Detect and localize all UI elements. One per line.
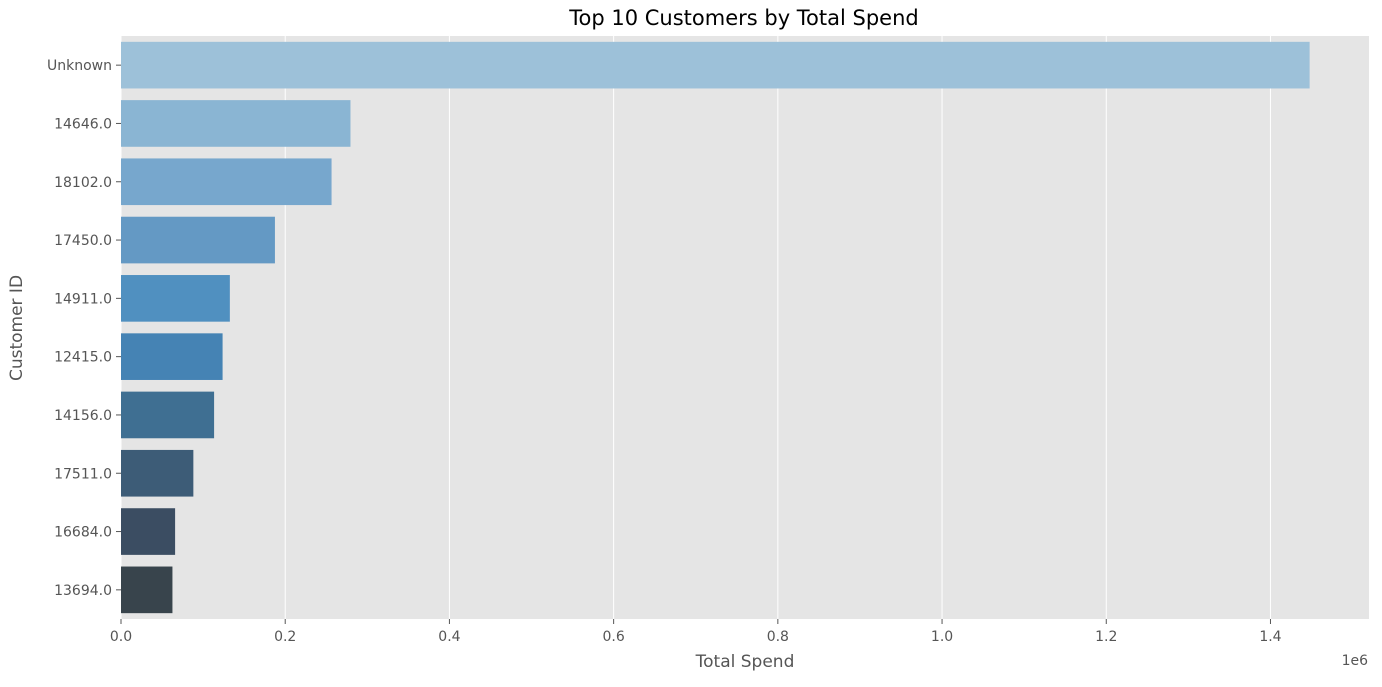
bar <box>121 100 351 147</box>
bar <box>121 566 173 614</box>
y-tick-label: 14156.0 <box>54 408 112 424</box>
x-axis-offset-label: 1e6 <box>1342 653 1369 669</box>
x-tick-label: 0.2 <box>274 629 296 645</box>
bar <box>121 449 194 497</box>
y-tick-label: 16684.0 <box>54 525 112 541</box>
bar <box>121 391 215 439</box>
y-tick-label: 13694.0 <box>54 583 112 599</box>
x-tick-label: 1.4 <box>1259 629 1281 645</box>
y-tick-label: 17511.0 <box>54 466 112 482</box>
x-tick-label: 0.8 <box>767 629 789 645</box>
y-axis-ticks: Unknown 14646.0 18102.0 17450.0 14911.0 12415… <box>47 58 121 599</box>
x-tick-label: 1.0 <box>931 629 953 645</box>
y-tick-label: Unknown <box>47 58 112 74</box>
y-tick-label: 14646.0 <box>54 116 112 132</box>
bars <box>121 41 1310 614</box>
x-tick-label: 0.0 <box>110 629 132 645</box>
bar <box>121 333 223 380</box>
bar <box>121 508 176 555</box>
bar <box>121 41 1310 89</box>
y-axis-label: Customer ID <box>7 275 27 381</box>
y-tick-label: 17450.0 <box>54 233 112 249</box>
x-tick-label: 0.4 <box>438 629 460 645</box>
x-tick-label: 1.2 <box>1095 629 1117 645</box>
bar <box>121 158 332 206</box>
x-axis-ticks: 0.0 0.2 0.4 0.6 0.8 1.0 1.2 1.4 <box>110 619 1282 645</box>
y-tick-label: 12415.0 <box>54 350 112 366</box>
bar <box>121 275 230 322</box>
bar <box>121 216 275 264</box>
y-tick-label: 14911.0 <box>54 291 112 307</box>
y-tick-label: 18102.0 <box>54 175 112 191</box>
chart-title: Top 10 Customers by Total Spend <box>568 6 919 30</box>
x-axis-label: Total Spend <box>695 652 795 672</box>
x-tick-label: 0.6 <box>602 629 624 645</box>
